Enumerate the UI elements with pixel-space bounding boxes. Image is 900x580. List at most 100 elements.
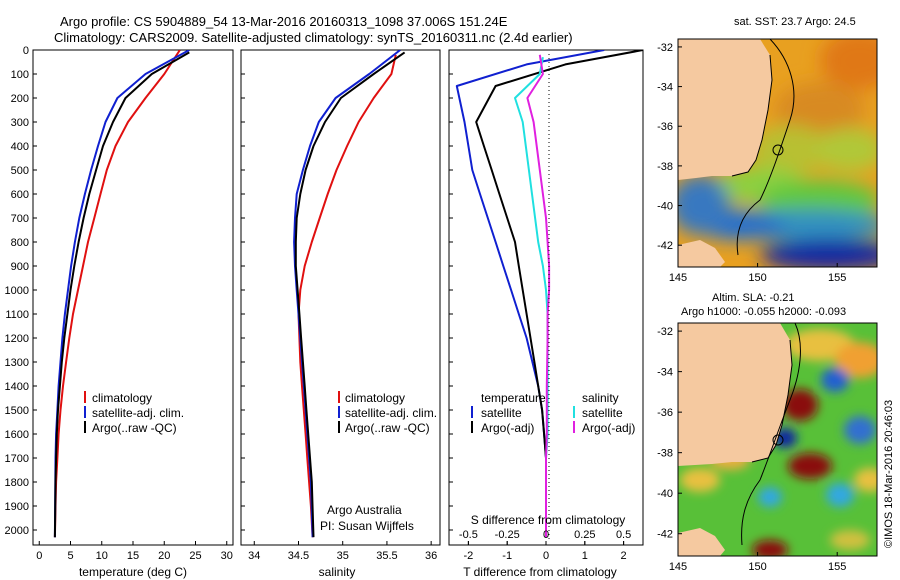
sla-argo-location <box>772 434 784 446</box>
salinity-panel-frame <box>240 49 441 546</box>
lat-tick-label: -36 <box>657 407 673 419</box>
depth-tick-label: 2000 <box>5 525 29 537</box>
depth-tick-label: 1100 <box>5 309 29 321</box>
sla-land-tasmania <box>678 528 725 556</box>
depth-tick-label: 1700 <box>5 453 29 465</box>
legend-label-argo: Argo(..raw -QC) <box>345 421 430 435</box>
lat-tick-label: -32 <box>657 326 673 338</box>
depth-tick-label: 1200 <box>5 333 29 345</box>
legend-label-s-argo: Argo(-adj) <box>582 421 635 435</box>
x-tick-label: 34 <box>248 550 260 562</box>
temperature-panel-frame <box>32 49 234 546</box>
depth-tick-label: 300 <box>11 117 29 129</box>
lat-tick-label: -40 <box>657 488 673 500</box>
legend-label-s-satellite: satellite <box>582 406 623 420</box>
lon-tick-label: 145 <box>669 272 687 284</box>
depth-tick-label: 600 <box>11 189 29 201</box>
temperature-legend: climatology satellite-adj. clim. Argo(..… <box>84 391 184 435</box>
s-difference-x-label: S difference from climatology <box>471 513 626 527</box>
s-difference-x-axis: -0.5 -0.25 0 0.25 0.5 <box>459 529 631 545</box>
x-tick-label: 0 <box>543 550 549 562</box>
depth-axis: 0 100 200 300 400 500 600 700 800 900 1000 1100 1200… <box>5 45 453 537</box>
salinity-series <box>293 50 406 538</box>
x-tick-label: 0 <box>543 529 549 541</box>
legend-label-climatology: climatology <box>92 391 152 405</box>
lat-tick-label: -38 <box>657 161 673 173</box>
lat-tick-label: -42 <box>657 529 673 541</box>
x-tick-label: 0.25 <box>574 529 595 541</box>
legend-label-satellite: satellite-adj. clim. <box>345 406 437 420</box>
sla-map-frame <box>677 322 878 557</box>
lat-tick-label: -34 <box>657 367 673 379</box>
x-tick-label: -2 <box>464 550 474 562</box>
series-line-argo-adj- <box>475 50 643 538</box>
salinity-x-label: salinity <box>319 565 356 579</box>
depth-tick-label: 700 <box>11 213 29 225</box>
sst-land-tasmania <box>678 240 725 267</box>
legend-heading-temperature: temperature <box>481 391 546 405</box>
x-tick-label: 30 <box>221 550 233 562</box>
lat-tick-label: -36 <box>657 121 673 133</box>
x-tick-label: 2 <box>621 550 627 562</box>
depth-tick-label: 1000 <box>5 285 29 297</box>
lat-tick-label: -42 <box>657 240 673 252</box>
sla-land <box>678 323 792 466</box>
lon-tick-label: 150 <box>748 561 766 573</box>
depth-tick-label: 1800 <box>5 477 29 489</box>
sst-argo-location <box>772 144 784 156</box>
legend-label-satellite: satellite-adj. clim. <box>92 406 184 420</box>
credit-stamp: ©IMOS 18-Mar-2016 20:46:03 <box>883 400 895 548</box>
x-tick-label: 1 <box>582 550 588 562</box>
x-tick-label: 34.5 <box>288 550 309 562</box>
legend-label-argo: Argo(..raw -QC) <box>92 421 177 435</box>
temperature-x-axis: 0 5 10 15 20 25 30 <box>36 541 233 562</box>
lon-tick-label: 145 <box>669 561 687 573</box>
x-tick-label: -0.25 <box>495 529 520 541</box>
depth-tick-label: 1600 <box>5 429 29 441</box>
series-line-climatology <box>53 50 181 538</box>
sst-map-image <box>678 39 877 267</box>
lon-tick-label: 155 <box>828 272 846 284</box>
sla-map-title-1: Altim. SLA: -0.21 <box>712 292 795 304</box>
legend-label-t-argo: Argo(-adj) <box>481 421 534 435</box>
salinity-legend: climatology satellite-adj. clim. Argo(..… <box>338 391 437 435</box>
sst-land <box>678 39 772 180</box>
x-tick-label: 36 <box>425 550 437 562</box>
x-tick-label: 35 <box>337 550 349 562</box>
sst-map-frame <box>677 38 878 268</box>
series-line-satellite <box>514 57 549 538</box>
difference-legend: temperature salinity satellite Argo(-adj… <box>471 391 635 435</box>
depth-tick-label: 900 <box>11 261 29 273</box>
depth-tick-label: 400 <box>11 141 29 153</box>
t-difference-x-axis: -2 -1 0 1 2 <box>464 541 627 562</box>
series-line-satellite-adj-clim- <box>53 50 190 538</box>
lat-tick-label: -38 <box>657 448 673 460</box>
lon-tick-label: 155 <box>828 561 846 573</box>
depth-tick-label: 800 <box>11 237 29 249</box>
pi-note: PI: Susan Wijffels <box>320 519 414 533</box>
x-tick-label: 10 <box>96 550 108 562</box>
x-tick-label: 20 <box>158 550 170 562</box>
series-line-climatology <box>297 54 397 538</box>
series-line-satellite <box>455 50 605 538</box>
x-tick-label: 15 <box>127 550 139 562</box>
header-line-1: Argo profile: CS 5904889_54 13-Mar-2016 … <box>60 14 508 29</box>
x-tick-label: 0.5 <box>616 529 631 541</box>
depth-tick-label: 1400 <box>5 381 29 393</box>
lat-tick-label: -40 <box>657 201 673 213</box>
x-tick-label: 25 <box>189 550 201 562</box>
series-line-argo-raw-qc- <box>53 51 190 538</box>
depth-tick-label: 100 <box>11 69 29 81</box>
x-tick-label: 5 <box>67 550 73 562</box>
depth-tick-label: 1300 <box>5 357 29 369</box>
sla-map-image <box>678 323 877 556</box>
difference-series <box>455 50 643 538</box>
series-line-argo-adj- <box>526 54 551 538</box>
x-tick-label: 0 <box>36 550 42 562</box>
lon-tick-label: 150 <box>748 272 766 284</box>
lat-tick-label: -34 <box>657 82 673 94</box>
legend-label-t-satellite: satellite <box>481 406 522 420</box>
series-line-argo-raw-qc- <box>294 51 406 538</box>
salinity-x-axis: 34 34.5 35 35.5 36 <box>248 541 437 562</box>
